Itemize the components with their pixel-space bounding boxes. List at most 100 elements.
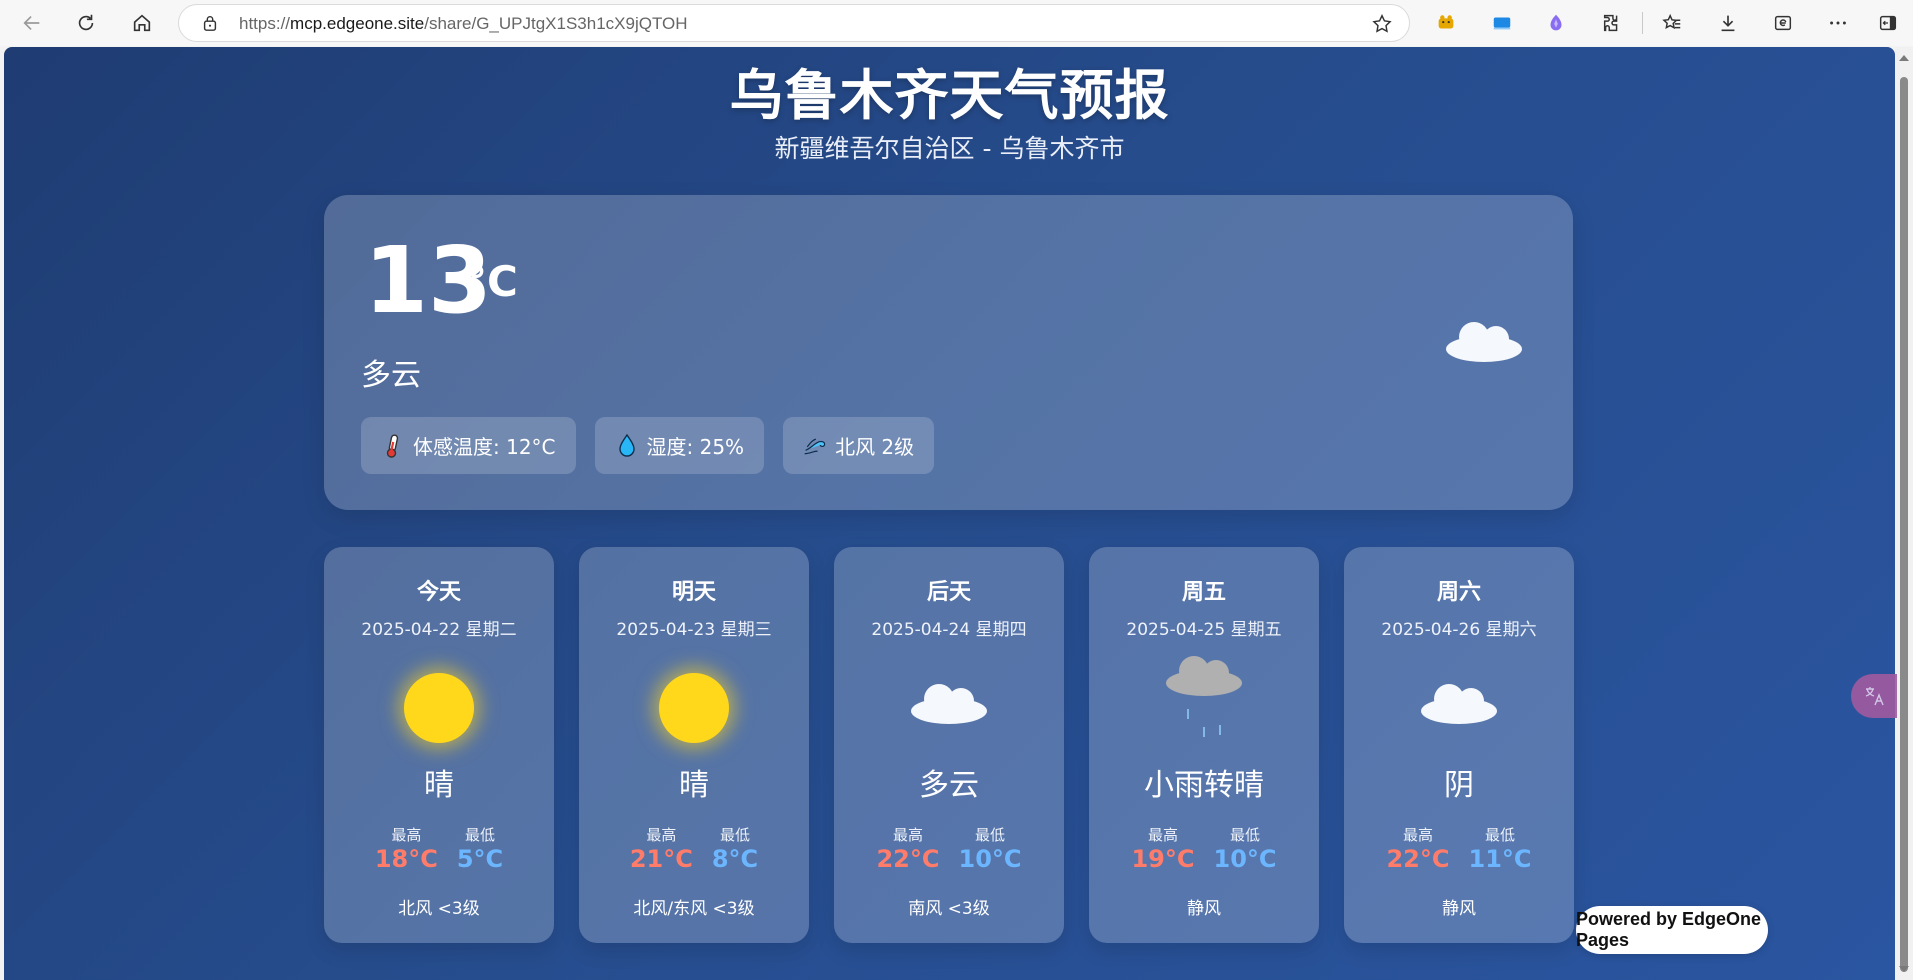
edge-collections-icon[interactable] [1765, 5, 1801, 41]
day-condition: 小雨转晴 [1144, 768, 1264, 803]
feels-like-chip: 体感温度: 12°C [361, 417, 576, 474]
extension-screen-icon[interactable] [1484, 5, 1520, 41]
translate-icon[interactable] [1851, 674, 1897, 718]
low-temp: 10°C [958, 845, 1022, 873]
day-condition: 晴 [424, 768, 454, 803]
day-wind: 静风 [1442, 899, 1476, 919]
low-label: 最低 [719, 826, 750, 844]
more-menu-icon[interactable] [1820, 5, 1856, 41]
forecast-card-friday: 周五 2025-04-25 星期五 小雨转晴 最高 19°C 最低 10°C 静风 [1089, 547, 1319, 943]
day-date: 2025-04-23 星期三 [616, 620, 772, 640]
toolbar-divider [1642, 12, 1643, 34]
weather-page: 乌鲁木齐天气预报 新疆维吾尔自治区 - 乌鲁木齐市 13 °C 多云 体感温度:… [4, 47, 1895, 980]
wind-text: 北风 2级 [835, 435, 915, 459]
cloud-icon [911, 684, 987, 724]
current-details: 体感温度: 12°C 湿度: 25% 北风 2级 [361, 417, 935, 474]
low-temp: 8°C [711, 845, 759, 873]
high-temp: 18°C [374, 845, 438, 873]
high-label: 最高 [1402, 826, 1433, 844]
high-temp: 19°C [1131, 845, 1195, 873]
temp-range: 最高 18°C 最低 5°C [324, 824, 554, 873]
powered-by-badge[interactable]: Powered by EdgeOne Pages [1576, 906, 1768, 954]
day-date: 2025-04-25 星期五 [1126, 620, 1282, 640]
high-label: 最高 [646, 826, 677, 844]
scrollbar-thumb[interactable] [1900, 77, 1908, 972]
thermometer-icon [386, 433, 399, 458]
current-temperature: 13 [364, 227, 493, 334]
day-wind: 静风 [1187, 899, 1221, 919]
forecast-card-day-after: 后天 2025-04-24 星期四 多云 最高 22°C 最低 10°C 南风 <3… [834, 547, 1064, 943]
day-name: 明天 [671, 580, 716, 605]
extension-crystal-icon[interactable] [1538, 5, 1574, 41]
favorite-star-icon[interactable] [1371, 13, 1393, 35]
low-temp: 10°C [1213, 845, 1277, 873]
day-name: 周六 [1436, 580, 1481, 605]
wind-chip: 北风 2级 [783, 417, 935, 474]
day-name: 周五 [1181, 580, 1226, 605]
droplet-icon [618, 433, 635, 457]
temperature-unit: °C [466, 257, 518, 306]
forecast-card-tomorrow: 明天 2025-04-23 星期三 晴 最高 21°C 最低 8°C 北风/东风 <… [579, 547, 809, 943]
temp-range: 最高 22°C 最低 11°C [1344, 824, 1574, 873]
extensions-puzzle-icon[interactable] [1594, 5, 1630, 41]
high-label: 最高 [1147, 826, 1178, 844]
cloud-icon [1421, 684, 1497, 724]
wind-icon [804, 438, 826, 454]
low-label: 最低 [1485, 826, 1516, 844]
day-condition: 多云 [919, 768, 979, 803]
page-subtitle: 新疆维吾尔自治区 - 乌鲁木齐市 [774, 134, 1125, 163]
url-path: /share/G_UPJtgX1S3h1cX9jQTOH [424, 14, 688, 33]
high-label: 最高 [391, 826, 422, 844]
day-wind: 北风/东风 <3级 [633, 899, 755, 919]
favorites-icon[interactable] [1654, 5, 1690, 41]
day-wind: 北风 <3级 [398, 899, 480, 919]
page-scrollbar[interactable] [1895, 47, 1913, 980]
sidebar-toggle-icon[interactable] [1870, 5, 1906, 41]
day-date: 2025-04-24 星期四 [871, 620, 1027, 640]
rain-cloud-icon [1166, 656, 1242, 737]
current-condition: 多云 [361, 358, 421, 393]
cloud-icon [1446, 322, 1522, 362]
sun-icon [659, 673, 729, 743]
forecast-card-today: 今天 2025-04-22 星期二 晴 最高 18°C 最低 5°C 北风 <3级 [324, 547, 554, 943]
page-title: 乌鲁木齐天气预报 [729, 64, 1170, 127]
refresh-icon[interactable] [68, 5, 104, 41]
high-label: 最高 [892, 826, 923, 844]
browser-toolbar: https://mcp.edgeone.site/share/G_UPJtgX1… [0, 0, 1913, 46]
low-label: 最低 [975, 826, 1006, 844]
current-weather-card: 13 °C 多云 体感温度: 12°C 湿度: 25% 北风 2级 [324, 195, 1573, 510]
low-temp: 5°C [456, 845, 504, 873]
day-condition: 阴 [1444, 768, 1474, 803]
forecast-card-saturday: 周六 2025-04-26 星期六 阴 最高 22°C 最低 11°C 静风 [1344, 547, 1574, 943]
high-temp: 22°C [1386, 845, 1450, 873]
temp-range: 最高 22°C 最低 10°C [834, 824, 1064, 873]
temp-range: 最高 21°C 最低 8°C [579, 824, 809, 873]
forecast-list: 今天 2025-04-22 星期二 晴 最高 18°C 最低 5°C 北风 <3级 … [324, 547, 1574, 943]
humidity-text: 湿度: 25% [646, 435, 745, 459]
high-temp: 22°C [876, 845, 940, 873]
download-icon[interactable] [1710, 5, 1746, 41]
scroll-down-arrow-icon[interactable] [1899, 966, 1909, 972]
low-label: 最低 [1230, 826, 1261, 844]
temp-range: 最高 19°C 最低 10°C [1089, 824, 1319, 873]
feels-like-text: 体感温度: 12°C [413, 435, 556, 459]
high-temp: 21°C [629, 845, 693, 873]
low-label: 最低 [464, 826, 495, 844]
day-date: 2025-04-26 星期六 [1381, 620, 1537, 640]
humidity-chip: 湿度: 25% [594, 417, 765, 474]
sun-icon [404, 673, 474, 743]
address-bar[interactable]: https://mcp.edgeone.site/share/G_UPJtgX1… [178, 4, 1410, 42]
low-temp: 11°C [1468, 845, 1532, 873]
scroll-up-arrow-icon[interactable] [1899, 55, 1909, 61]
home-icon[interactable] [124, 5, 160, 41]
day-wind: 南风 <3级 [908, 899, 990, 919]
url-prefix: https:// [239, 14, 291, 33]
day-condition: 晴 [679, 768, 709, 803]
extension-bear-icon[interactable] [1428, 5, 1464, 41]
url-text[interactable]: https://mcp.edgeone.site/share/G_UPJtgX1… [239, 14, 688, 34]
day-name: 今天 [416, 580, 461, 605]
day-name: 后天 [926, 580, 971, 605]
back-arrow-icon[interactable] [14, 5, 50, 41]
lock-icon[interactable] [201, 14, 219, 32]
url-host: mcp.edgeone.site [290, 14, 425, 33]
